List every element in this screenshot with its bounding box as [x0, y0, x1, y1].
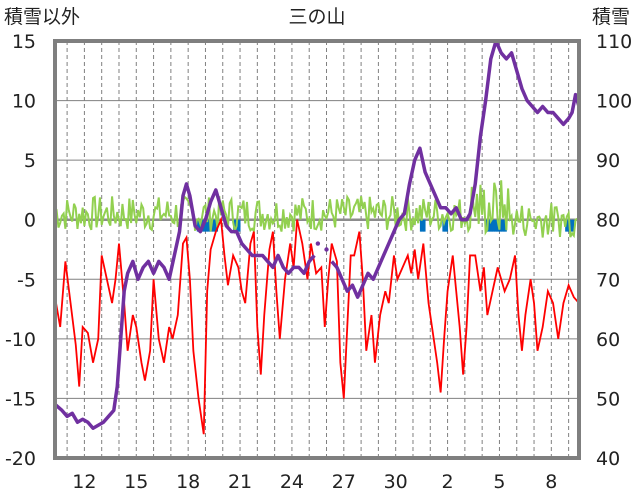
left-tick-label: -20 [5, 448, 36, 470]
precip-bar [492, 219, 495, 232]
precip-bar [205, 219, 208, 232]
right-axis-ticks: 110 100 90 80 70 60 50 40 [596, 31, 632, 470]
left-tick-label: -5 [17, 269, 36, 291]
snow-depth-point [315, 241, 321, 246]
precip-bar [419, 219, 423, 232]
right-tick-label: 70 [596, 269, 620, 291]
x-tick-label: 18 [176, 471, 200, 493]
right-tick-label: 50 [596, 388, 620, 410]
grid-lines [55, 40, 579, 459]
precip-bar [495, 219, 499, 232]
left-tick-label: 15 [12, 31, 36, 53]
precip-bar [502, 219, 506, 232]
wind-series [54, 180, 578, 239]
wind-line [54, 180, 578, 239]
precip-bar [490, 219, 494, 232]
left-tick-label: -15 [5, 388, 36, 410]
right-tick-label: 110 [596, 31, 632, 53]
left-axis-label: 積雪以外 [4, 6, 80, 28]
precip-bar [198, 219, 201, 232]
left-tick-label: 5 [24, 150, 36, 172]
x-tick-label: 2 [442, 471, 454, 493]
x-axis-ticks: 12 15 18 21 24 27 30 2 5 8 [72, 471, 557, 493]
precip-bar [445, 219, 449, 232]
snow-depth-series [53, 39, 581, 430]
plot-frame [53, 39, 581, 460]
x-tick-label: 21 [228, 471, 252, 493]
left-axis-ticks: 15 10 5 0 -5 -10 -15 -20 [5, 31, 36, 470]
temperature-line [54, 216, 580, 435]
precip-bar [236, 219, 239, 232]
x-tick-label: 15 [124, 471, 148, 493]
precip-bar [203, 219, 206, 232]
chart-title: 三の山 [288, 6, 345, 28]
right-tick-label: 40 [596, 448, 620, 470]
left-tick-label: 0 [24, 210, 36, 232]
precip-bar [494, 219, 497, 232]
left-tick-label: -10 [5, 329, 36, 351]
snow-depth-line [53, 182, 316, 430]
right-tick-label: 80 [596, 210, 620, 232]
precip-bar [214, 219, 217, 232]
precip-bar [444, 219, 447, 232]
precip-bar [566, 219, 570, 232]
x-tick-label: 8 [545, 471, 557, 493]
precip-bar [572, 219, 575, 232]
right-tick-label: 100 [596, 91, 632, 113]
precip-bar [196, 219, 200, 232]
x-tick-label: 30 [384, 471, 408, 493]
precip-bar [442, 219, 445, 232]
x-tick-label: 5 [493, 471, 505, 493]
x-tick-label: 12 [72, 471, 96, 493]
precip-bar [489, 219, 492, 232]
precip-bar [501, 219, 504, 232]
right-tick-label: 90 [596, 150, 620, 172]
snow-depth-line [330, 39, 581, 299]
x-tick-label: 27 [332, 471, 356, 493]
precip-bar [238, 219, 241, 232]
precip-bar [207, 219, 210, 232]
precip-bar [570, 219, 573, 232]
precip-bar [212, 219, 215, 232]
x-tick-label: 24 [280, 471, 304, 493]
precip-bar [423, 219, 426, 232]
right-tick-label: 60 [596, 329, 620, 351]
precip-bar [421, 219, 424, 232]
right-axis-label: 積雪 [592, 6, 630, 28]
temperature-series [54, 216, 580, 435]
left-tick-label: 10 [12, 91, 36, 113]
snow-depth-point [324, 247, 329, 252]
